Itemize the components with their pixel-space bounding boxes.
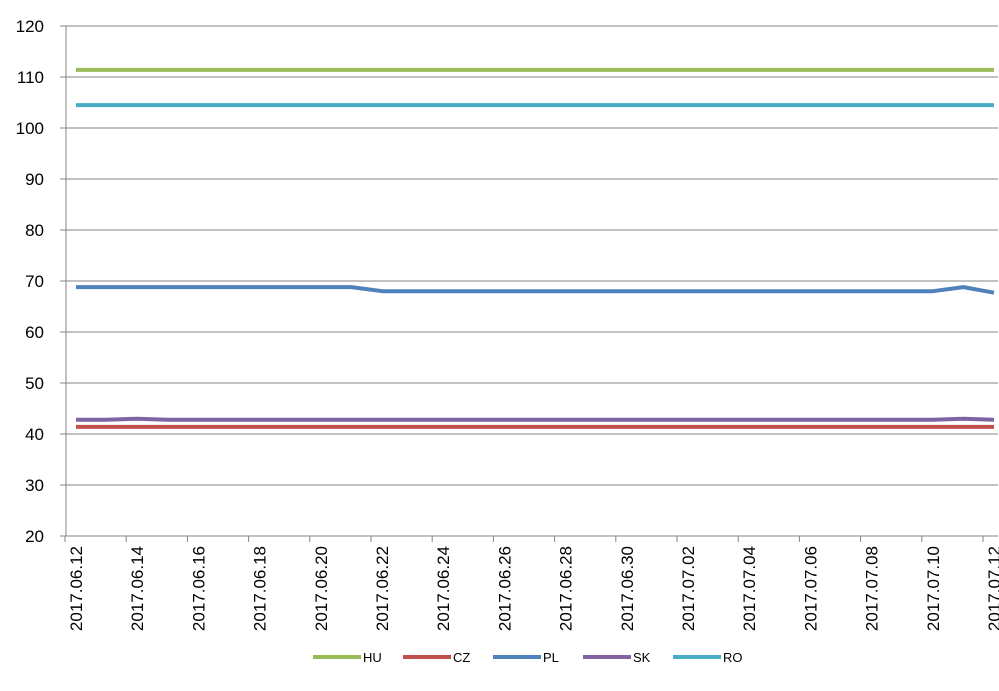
x-tick-label: 2017.06.18: [251, 546, 270, 631]
x-tick-label: 2017.06.24: [434, 546, 453, 631]
legend-label-ro: RO: [723, 650, 743, 665]
x-tick-label: 2017.07.06: [801, 546, 820, 631]
x-tick-label: 2017.07.04: [740, 546, 759, 631]
y-tick-label: 40: [25, 425, 44, 444]
x-tick-label: 2017.07.08: [863, 546, 882, 631]
y-tick-label: 90: [25, 170, 44, 189]
x-tick-label: 2017.06.28: [557, 546, 576, 631]
legend-label-cz: CZ: [453, 650, 470, 665]
y-tick-label: 70: [25, 272, 44, 291]
legend-label-sk: SK: [633, 650, 651, 665]
y-tick-label: 50: [25, 374, 44, 393]
x-tick-label: 2017.06.16: [189, 546, 208, 631]
legend-label-pl: PL: [543, 650, 559, 665]
series-line-pl: [76, 285, 995, 295]
x-tick-label: 2017.06.12: [67, 546, 86, 631]
x-tick-label: 2017.07.10: [924, 546, 943, 631]
y-tick-label: 120: [16, 17, 44, 36]
axes: [65, 26, 998, 537]
x-tick-label: 2017.06.26: [495, 546, 514, 631]
x-tick-label: 2017.07.02: [679, 546, 698, 631]
gridlines: [66, 25, 998, 537]
legend-label-hu: HU: [363, 650, 382, 665]
x-tick-label: 2017.06.20: [312, 546, 331, 631]
y-axis-ticks: 20 30 40 50 60 70 80 90 100 110 120: [16, 17, 66, 546]
y-tick-label: 20: [25, 527, 44, 546]
y-tick-label: 110: [17, 68, 44, 87]
y-tick-label: 30: [25, 476, 44, 495]
y-tick-label: 60: [25, 323, 44, 342]
series-line-sk: [76, 416, 995, 422]
y-tick-label: 100: [16, 119, 44, 138]
x-axis-ticks: 2017.06.12 2017.06.14 2017.06.16 2017.06.18…: [64, 536, 999, 631]
y-tick-label: 80: [25, 221, 44, 240]
legend: HU CZ PL SK RO: [313, 650, 743, 665]
x-tick-label: 2017.06.30: [618, 546, 637, 631]
series-lines: [76, 67, 995, 429]
x-tick-label: 2017.06.22: [373, 546, 392, 631]
x-tick-label: 2017.06.14: [128, 546, 147, 631]
x-tick-label: 2017.07.12: [985, 546, 999, 631]
